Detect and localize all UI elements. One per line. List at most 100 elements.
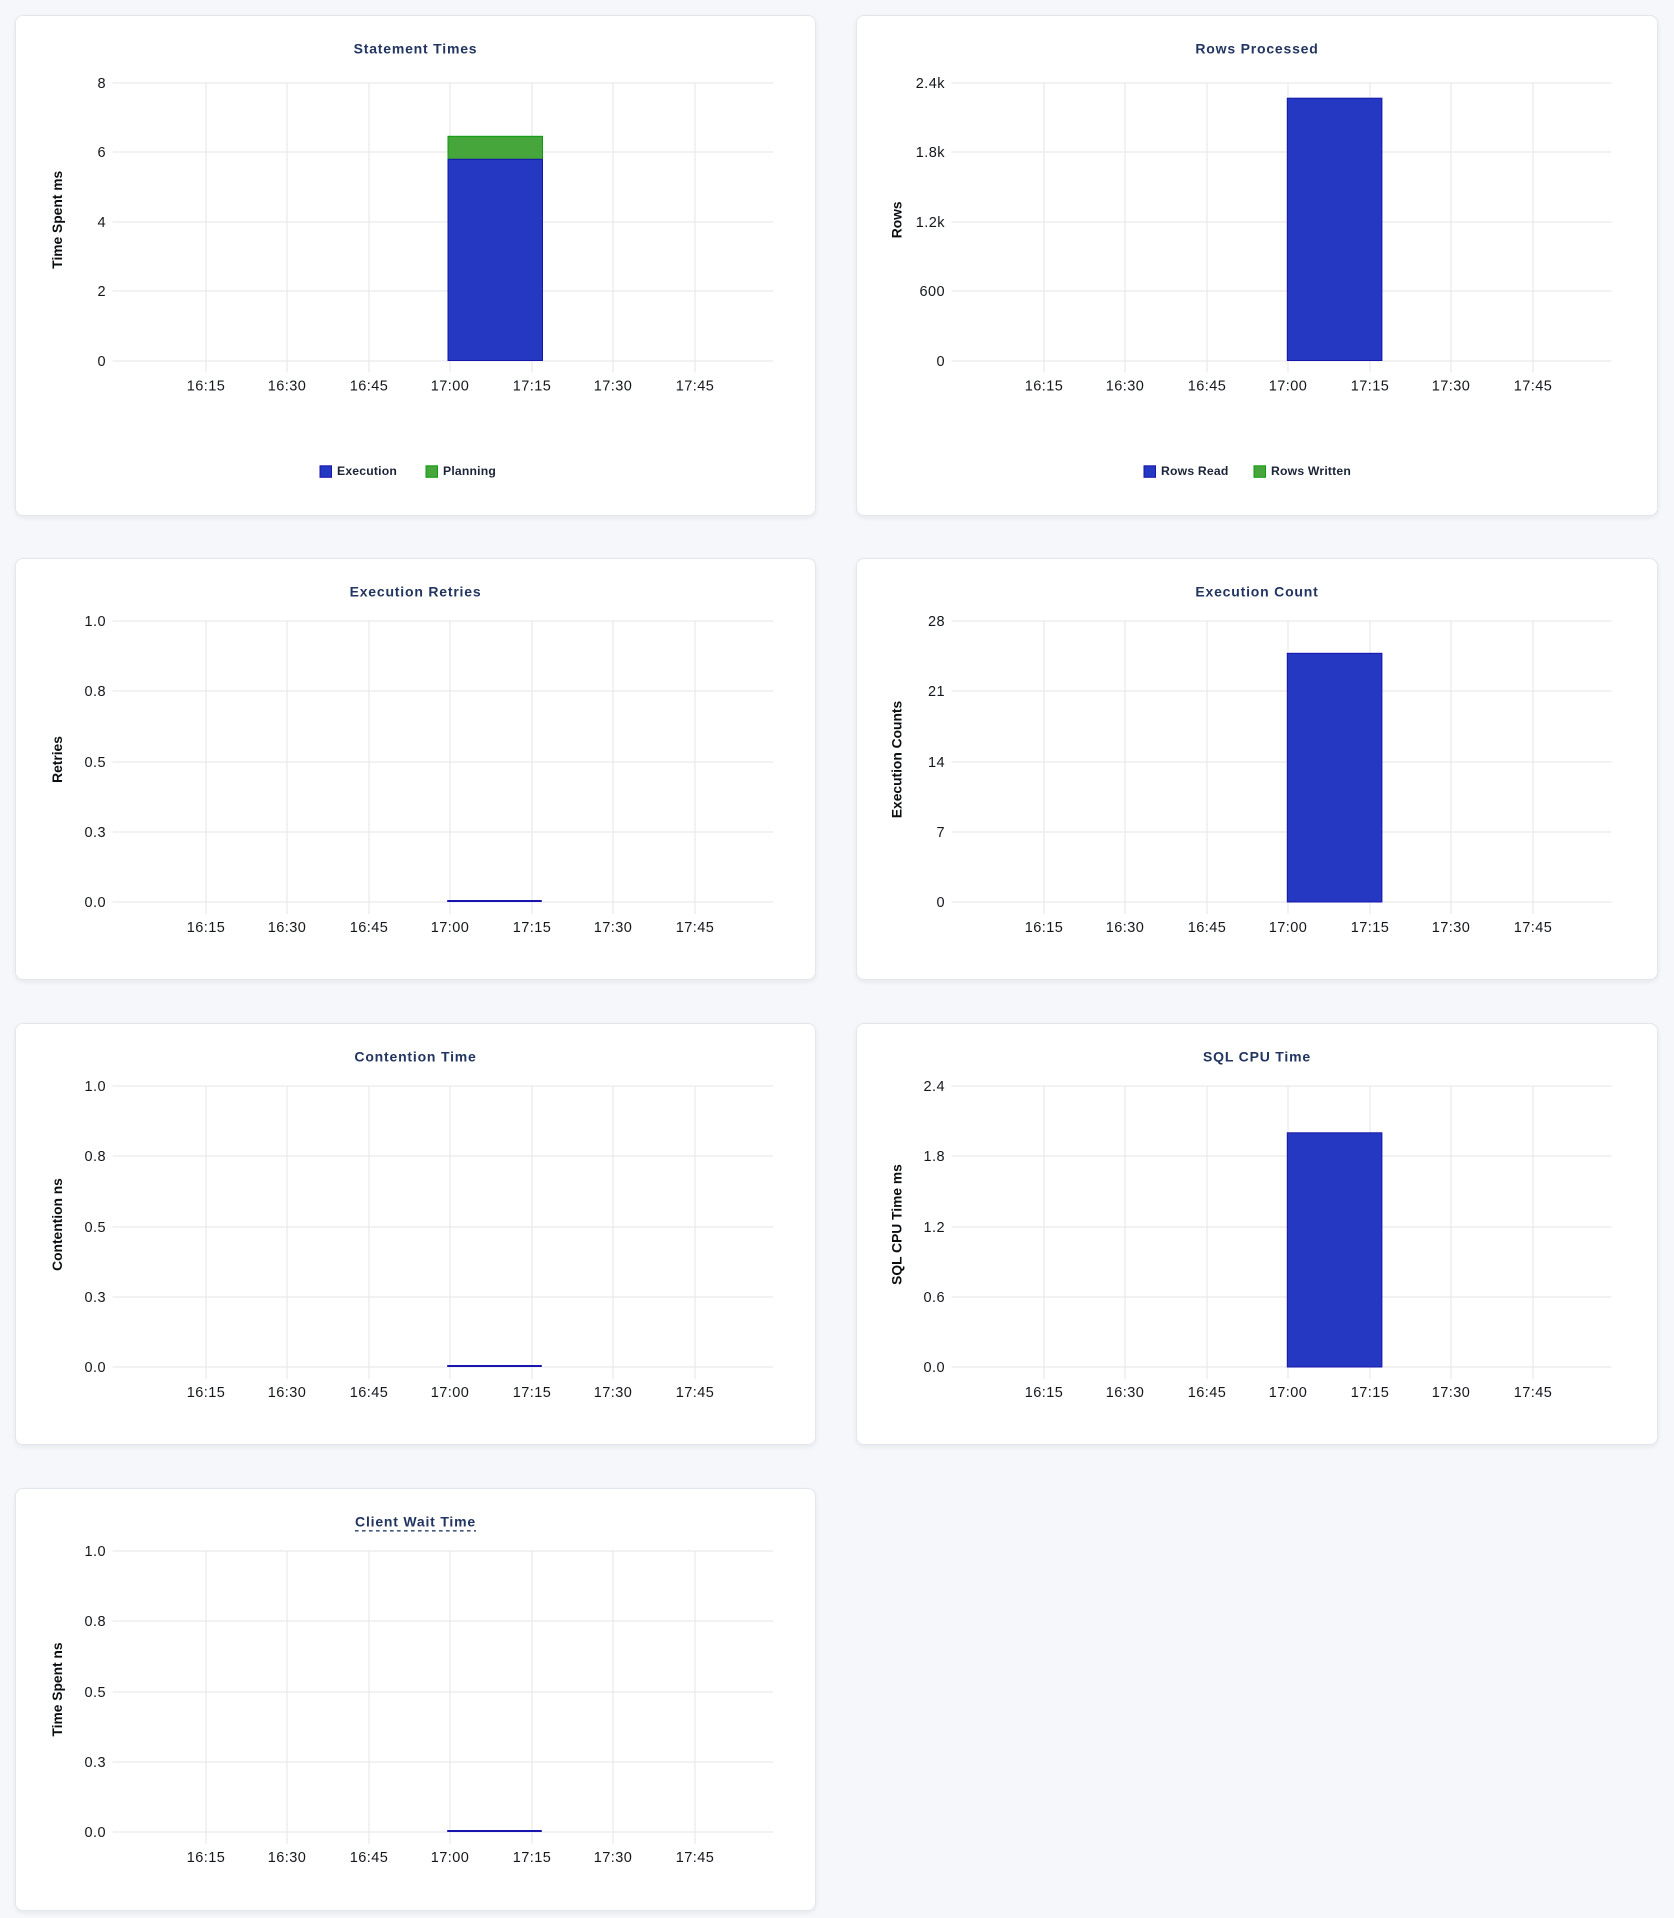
svg-text:SQL CPU Time ms: SQL CPU Time ms <box>890 1164 905 1285</box>
svg-text:0.8: 0.8 <box>84 1149 106 1165</box>
svg-text:16:45: 16:45 <box>1188 379 1227 395</box>
svg-text:16:45: 16:45 <box>350 1850 389 1866</box>
svg-text:16:30: 16:30 <box>1106 920 1145 936</box>
svg-text:17:30: 17:30 <box>594 920 633 936</box>
svg-text:17:45: 17:45 <box>1514 920 1553 936</box>
svg-text:1.8k: 1.8k <box>916 145 946 161</box>
svg-text:0.3: 0.3 <box>84 825 106 841</box>
svg-text:17:15: 17:15 <box>513 1850 552 1866</box>
svg-text:14: 14 <box>928 755 945 771</box>
svg-text:0: 0 <box>936 895 945 911</box>
svg-text:17:15: 17:15 <box>513 379 552 395</box>
svg-text:Time Spent ns: Time Spent ns <box>50 1642 65 1736</box>
svg-text:17:00: 17:00 <box>431 920 470 936</box>
svg-text:1.0: 1.0 <box>84 614 106 630</box>
svg-text:0.5: 0.5 <box>84 755 106 771</box>
svg-text:0.8: 0.8 <box>84 684 106 700</box>
svg-text:17:15: 17:15 <box>1351 1385 1390 1401</box>
svg-text:Contention ns: Contention ns <box>50 1178 65 1271</box>
svg-text:17:15: 17:15 <box>1351 920 1390 936</box>
svg-text:16:15: 16:15 <box>1025 920 1064 936</box>
svg-text:17:00: 17:00 <box>431 1385 470 1401</box>
svg-text:16:45: 16:45 <box>350 1385 389 1401</box>
svg-text:6: 6 <box>97 145 106 161</box>
svg-text:Planning: Planning <box>443 464 496 478</box>
svg-text:Rows Processed: Rows Processed <box>1195 41 1318 57</box>
svg-text:Execution Retries: Execution Retries <box>350 584 482 600</box>
svg-text:0.5: 0.5 <box>84 1685 106 1701</box>
svg-text:28: 28 <box>928 614 945 630</box>
svg-text:17:30: 17:30 <box>1432 1385 1471 1401</box>
svg-text:Rows Written: Rows Written <box>1271 464 1351 478</box>
svg-text:21: 21 <box>928 684 945 700</box>
svg-text:0: 0 <box>97 354 106 370</box>
svg-text:Time Spent ms: Time Spent ms <box>50 171 65 269</box>
svg-text:16:30: 16:30 <box>268 920 307 936</box>
svg-text:Client Wait Time: Client Wait Time <box>355 1514 476 1530</box>
svg-text:1.8: 1.8 <box>923 1149 945 1165</box>
svg-text:Execution: Execution <box>337 464 397 478</box>
svg-text:Statement Times: Statement Times <box>354 41 478 57</box>
svg-text:Execution Counts: Execution Counts <box>890 701 905 819</box>
svg-text:0.3: 0.3 <box>84 1755 106 1771</box>
svg-text:17:45: 17:45 <box>676 920 715 936</box>
svg-text:Rows Read: Rows Read <box>1161 464 1229 478</box>
svg-text:0.6: 0.6 <box>923 1290 945 1306</box>
svg-text:17:30: 17:30 <box>594 379 633 395</box>
svg-text:17:15: 17:15 <box>1351 379 1390 395</box>
svg-text:17:00: 17:00 <box>431 1850 470 1866</box>
svg-text:1.0: 1.0 <box>84 1544 106 1560</box>
svg-text:0.0: 0.0 <box>84 1360 106 1376</box>
svg-text:17:30: 17:30 <box>1432 379 1471 395</box>
svg-text:17:30: 17:30 <box>594 1385 633 1401</box>
svg-text:Contention Time: Contention Time <box>354 1049 476 1065</box>
svg-text:17:45: 17:45 <box>1514 1385 1553 1401</box>
svg-text:17:45: 17:45 <box>676 1850 715 1866</box>
svg-text:16:15: 16:15 <box>187 379 226 395</box>
svg-text:16:45: 16:45 <box>1188 920 1227 936</box>
svg-text:17:00: 17:00 <box>1269 920 1308 936</box>
svg-text:Execution Count: Execution Count <box>1195 584 1318 600</box>
svg-text:16:30: 16:30 <box>1106 1385 1145 1401</box>
svg-text:17:00: 17:00 <box>431 379 470 395</box>
svg-text:17:15: 17:15 <box>513 1385 552 1401</box>
svg-text:16:30: 16:30 <box>268 379 307 395</box>
svg-text:4: 4 <box>97 215 106 231</box>
svg-text:17:30: 17:30 <box>1432 920 1471 936</box>
svg-text:Retries: Retries <box>50 736 65 783</box>
svg-text:SQL CPU Time: SQL CPU Time <box>1203 1049 1311 1065</box>
svg-text:8: 8 <box>97 76 106 92</box>
svg-text:17:45: 17:45 <box>1514 379 1553 395</box>
svg-text:7: 7 <box>936 825 945 841</box>
svg-text:16:45: 16:45 <box>350 920 389 936</box>
svg-text:16:15: 16:15 <box>187 920 226 936</box>
svg-text:1.2k: 1.2k <box>916 215 946 231</box>
svg-text:17:45: 17:45 <box>676 1385 715 1401</box>
svg-text:2.4k: 2.4k <box>916 76 946 92</box>
svg-text:17:00: 17:00 <box>1269 1385 1308 1401</box>
svg-text:600: 600 <box>919 284 945 300</box>
svg-text:16:15: 16:15 <box>1025 379 1064 395</box>
svg-text:17:30: 17:30 <box>594 1850 633 1866</box>
svg-text:1.0: 1.0 <box>84 1079 106 1095</box>
svg-text:16:15: 16:15 <box>187 1850 226 1866</box>
svg-text:16:15: 16:15 <box>187 1385 226 1401</box>
svg-text:0.5: 0.5 <box>84 1220 106 1236</box>
svg-text:2: 2 <box>97 284 106 300</box>
svg-text:16:30: 16:30 <box>268 1385 307 1401</box>
svg-text:0.0: 0.0 <box>923 1360 945 1376</box>
svg-text:17:45: 17:45 <box>676 379 715 395</box>
svg-text:0.0: 0.0 <box>84 1825 106 1841</box>
svg-text:0.0: 0.0 <box>84 895 106 911</box>
svg-text:16:45: 16:45 <box>1188 1385 1227 1401</box>
svg-text:0.3: 0.3 <box>84 1290 106 1306</box>
svg-text:17:00: 17:00 <box>1269 379 1308 395</box>
svg-text:1.2: 1.2 <box>923 1220 945 1236</box>
svg-text:2.4: 2.4 <box>923 1079 945 1095</box>
svg-text:0: 0 <box>936 354 945 370</box>
svg-text:Rows: Rows <box>890 201 905 238</box>
svg-text:16:30: 16:30 <box>268 1850 307 1866</box>
svg-text:16:30: 16:30 <box>1106 379 1145 395</box>
svg-text:0.8: 0.8 <box>84 1614 106 1630</box>
svg-text:16:45: 16:45 <box>350 379 389 395</box>
